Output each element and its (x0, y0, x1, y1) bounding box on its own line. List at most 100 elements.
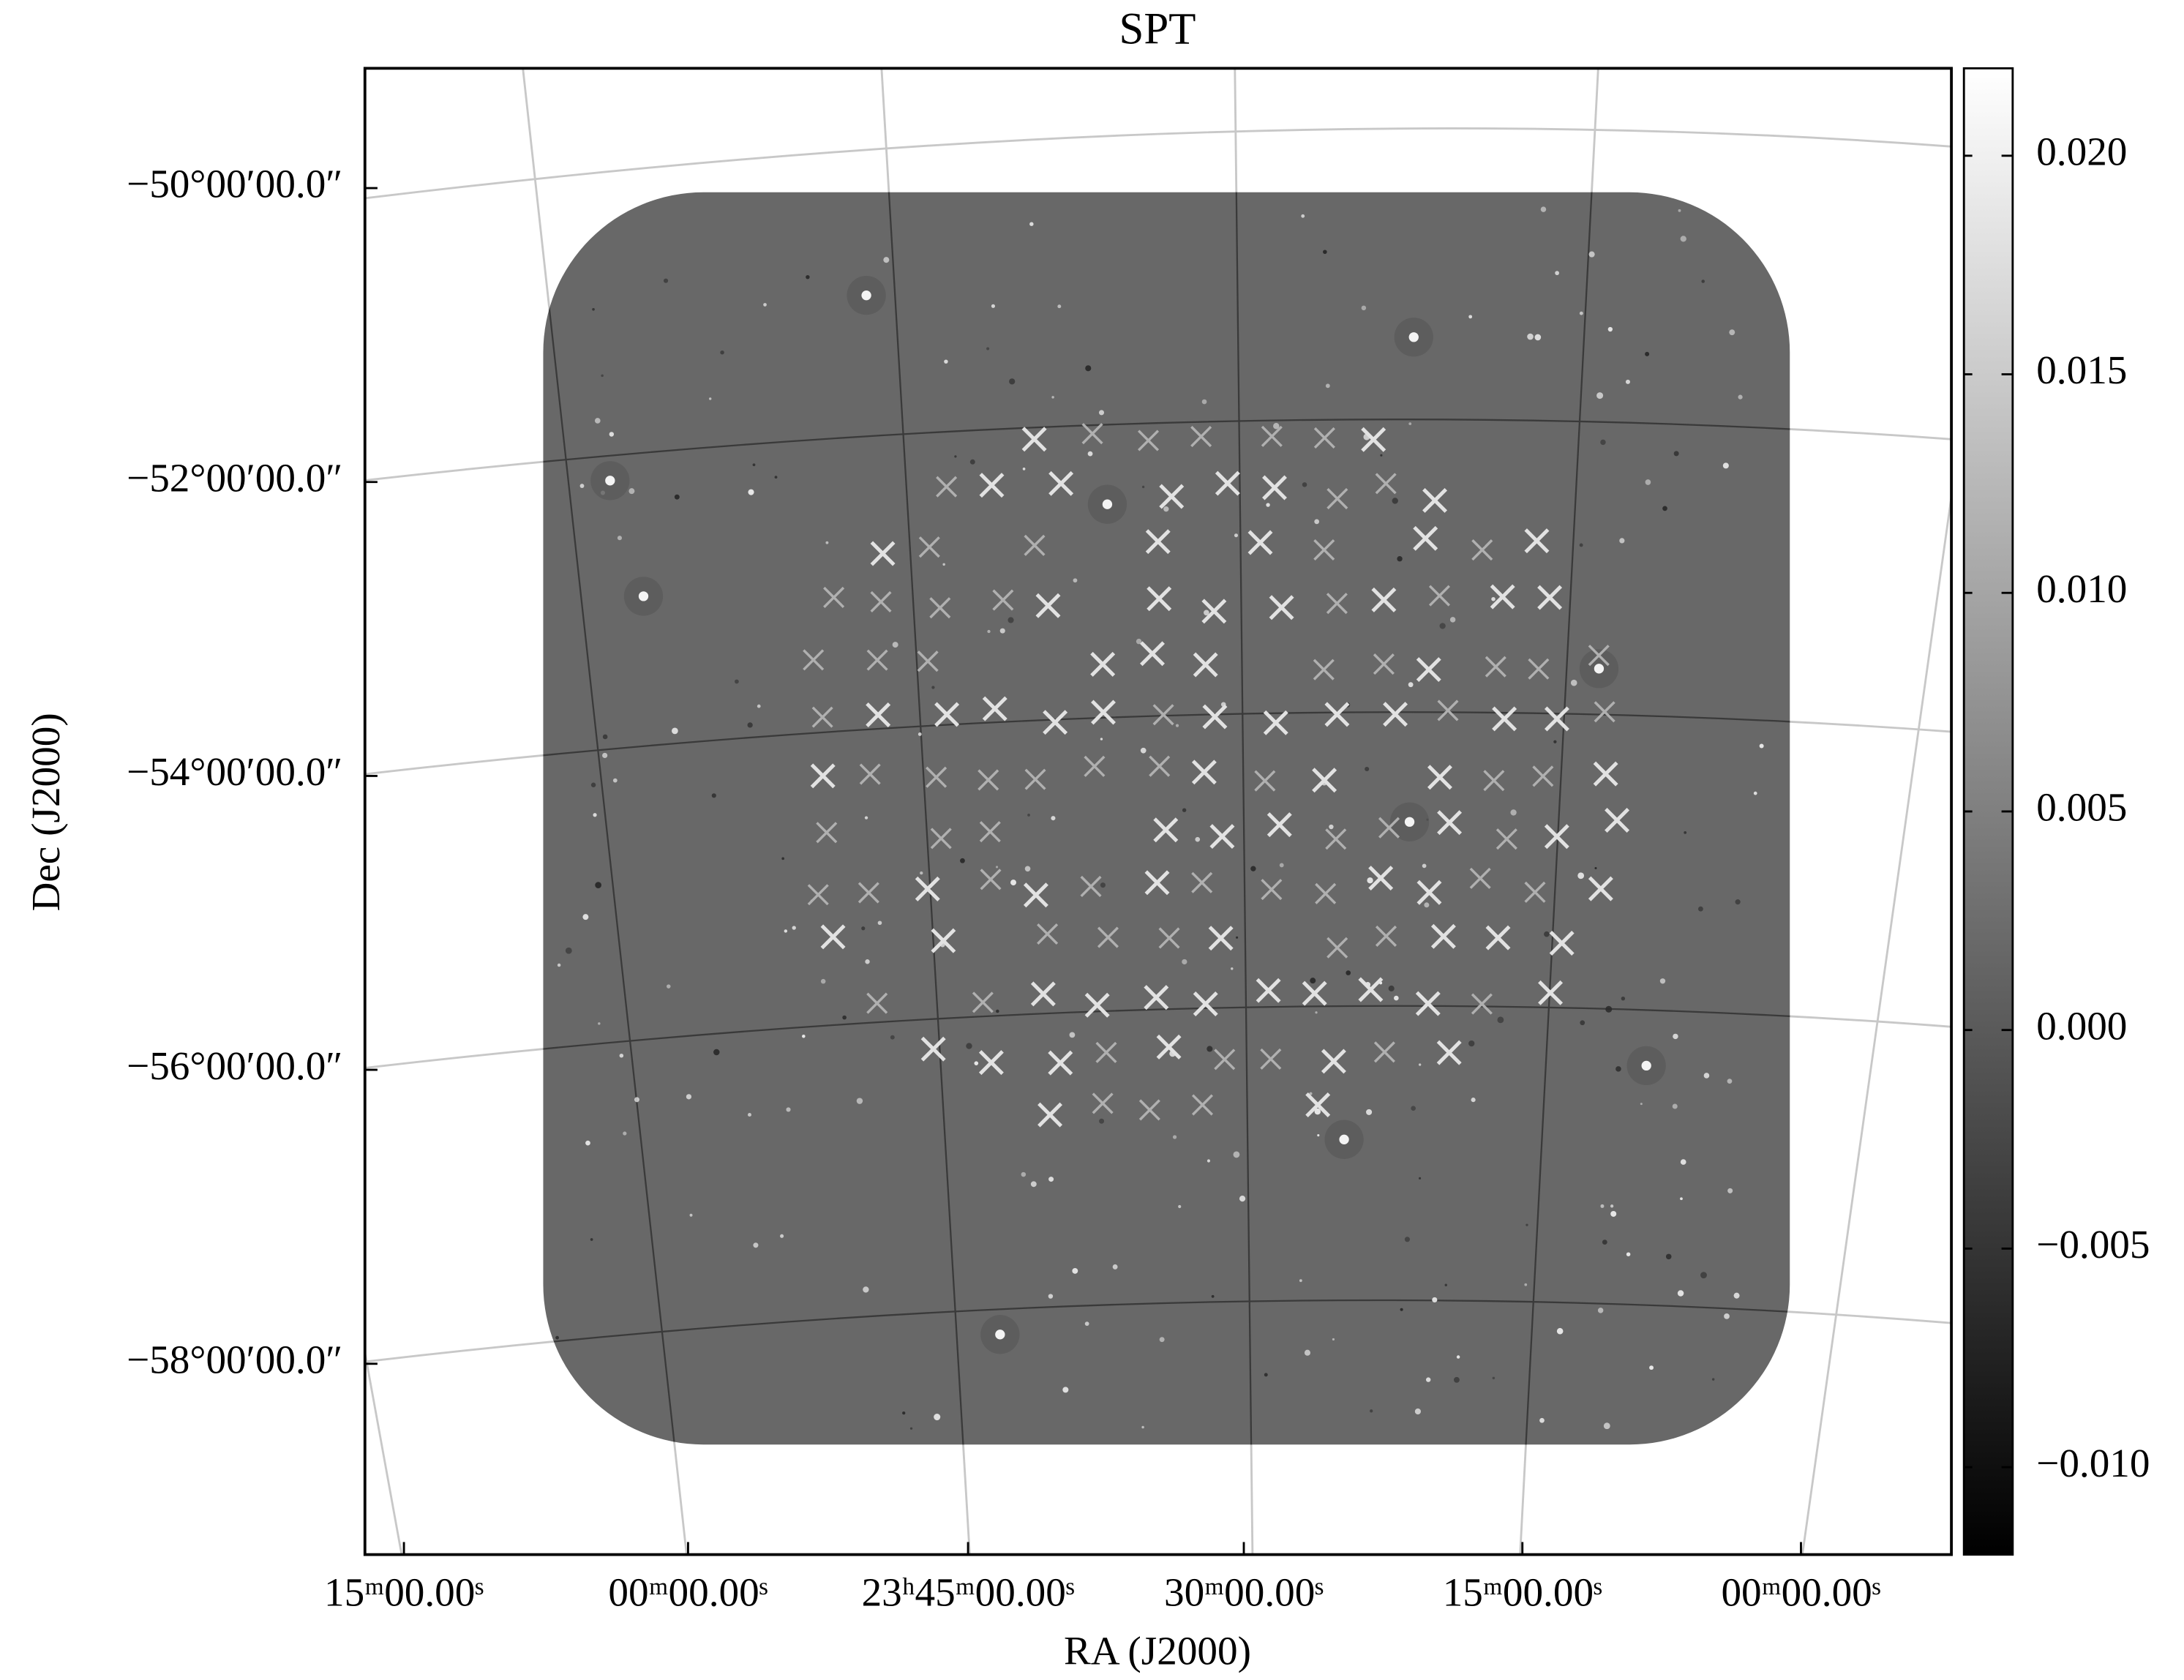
source (995, 866, 999, 869)
cross-marker (1152, 704, 1174, 726)
source (931, 686, 935, 689)
grid-line (1801, 490, 1952, 1555)
cross-marker (1043, 710, 1068, 735)
cross-marker (1537, 585, 1563, 610)
source (780, 1234, 784, 1238)
source (1392, 498, 1398, 504)
source (1182, 808, 1187, 812)
source (1073, 578, 1078, 583)
source (1738, 394, 1743, 400)
cross-marker (1427, 765, 1452, 790)
source (1625, 379, 1630, 384)
source (877, 920, 882, 926)
cross-marker (1326, 593, 1348, 615)
cross-marker (1538, 980, 1564, 1005)
cross-marker (1605, 808, 1630, 833)
cross-marker (1544, 706, 1569, 732)
cross-marker (1024, 768, 1046, 790)
cross-marker (1361, 427, 1386, 452)
cross-marker (1413, 525, 1438, 551)
cross-marker (1593, 761, 1618, 787)
source (1380, 454, 1383, 457)
cross-marker (1097, 926, 1119, 948)
source (1048, 1177, 1054, 1182)
source (1030, 1181, 1037, 1188)
source (1141, 485, 1145, 489)
source (1062, 1387, 1069, 1393)
cross-marker (1037, 923, 1059, 945)
source (909, 1427, 913, 1430)
y-tick-label: −58°00′00.0″ (127, 1337, 342, 1381)
source (601, 374, 604, 378)
bright-source (638, 591, 649, 601)
cross-marker (917, 650, 939, 672)
source (1178, 1204, 1182, 1209)
source (1659, 978, 1666, 984)
source (1544, 931, 1550, 937)
cross-marker (858, 882, 879, 904)
source (1366, 1109, 1373, 1115)
source (713, 1049, 720, 1056)
source (1677, 1290, 1684, 1297)
source (1424, 902, 1430, 908)
source (1098, 410, 1105, 416)
source (954, 455, 957, 458)
cross-marker (1375, 925, 1397, 947)
cross-marker (1140, 641, 1165, 667)
cross-marker (1214, 1049, 1236, 1070)
source (1317, 1134, 1320, 1137)
source (996, 1009, 999, 1013)
source (1471, 1098, 1476, 1103)
grid-line (877, 192, 976, 1445)
source (1207, 1046, 1213, 1052)
cross-marker (1490, 584, 1515, 610)
cross-marker (1436, 1040, 1462, 1065)
cross-marker (1588, 645, 1610, 667)
source (1539, 1417, 1545, 1423)
source (1759, 743, 1764, 749)
source (748, 489, 754, 495)
source (865, 959, 870, 964)
sky-map (543, 192, 1790, 1445)
bright-source (1641, 1060, 1651, 1071)
source (672, 727, 678, 735)
cross-marker (1326, 937, 1348, 959)
cross-marker (1492, 706, 1517, 732)
colorbar-tick-label: 0.005 (2036, 785, 2127, 830)
cross-marker (1325, 828, 1347, 850)
source (1722, 462, 1729, 469)
source (720, 350, 724, 355)
source (1099, 1118, 1105, 1124)
source (590, 1238, 593, 1241)
cross-marker (1201, 599, 1227, 624)
source (612, 778, 618, 783)
source (598, 1022, 601, 1025)
source (1607, 326, 1613, 332)
source (1301, 214, 1305, 218)
cross-marker (1261, 425, 1283, 447)
source (1626, 1252, 1631, 1256)
cross-marker (1193, 652, 1218, 678)
source (1527, 333, 1534, 340)
source (820, 978, 826, 984)
source (1329, 824, 1334, 830)
cross-marker (820, 924, 846, 950)
y-axis-label: Dec (J2000) (23, 713, 68, 911)
source (1084, 1321, 1089, 1327)
x-tick-label: 30ᵐ00.00ˢ (1164, 1570, 1324, 1614)
source (1602, 1240, 1607, 1245)
cross-marker (920, 1036, 946, 1062)
source (1233, 1151, 1240, 1158)
colorbar-tick-label: −0.005 (2036, 1222, 2150, 1267)
source (1365, 766, 1370, 772)
source (1072, 1267, 1078, 1274)
grid-line (364, 1346, 403, 1555)
source (609, 432, 615, 437)
source (1727, 1188, 1733, 1193)
cross-marker (1144, 985, 1169, 1010)
cross-marker (1024, 534, 1046, 556)
cross-marker (870, 590, 892, 612)
cross-marker (1469, 867, 1491, 889)
cross-marker (1081, 423, 1103, 445)
source (1361, 305, 1367, 311)
